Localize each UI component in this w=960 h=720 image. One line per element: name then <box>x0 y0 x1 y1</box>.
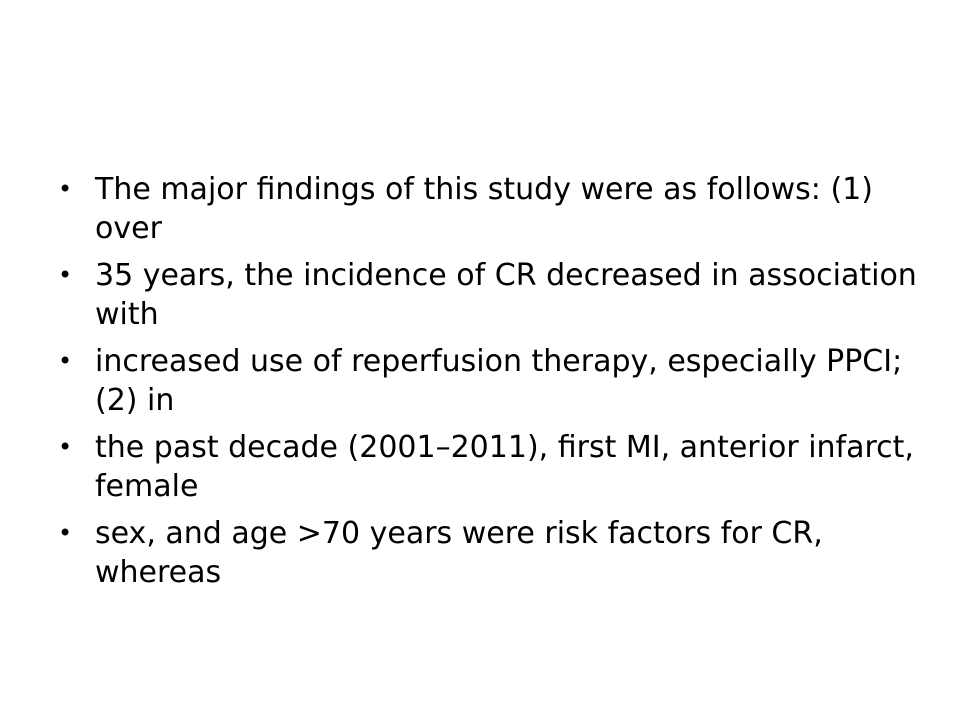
bullet-item-2: • 35 years, the incidence of CR decrease… <box>58 256 918 334</box>
bullet-text-1: The major findings of this study were as… <box>95 172 873 246</box>
bullet-item-3: • increased use of reperfusion therapy, … <box>58 342 918 420</box>
bullet-item-1: • The major findings of this study were … <box>58 170 918 248</box>
bullet-dot-icon: • <box>58 175 73 203</box>
bullet-dot-icon: • <box>58 347 73 375</box>
bullet-text-5: sex, and age >70 years were risk factors… <box>95 516 823 590</box>
bullet-item-4: • the past decade (2001–2011), first MI,… <box>58 428 918 506</box>
slide-content: • The major findings of this study were … <box>58 170 918 600</box>
bullet-text-3: increased use of reperfusion therapy, es… <box>95 344 903 418</box>
bullet-dot-icon: • <box>58 519 73 547</box>
bullet-dot-icon: • <box>58 261 73 289</box>
bullet-text-4: the past decade (2001–2011), first MI, a… <box>95 430 914 504</box>
bullet-item-5: • sex, and age >70 years were risk facto… <box>58 514 918 592</box>
bullet-dot-icon: • <box>58 433 73 461</box>
bullet-text-2: 35 years, the incidence of CR decreased … <box>95 258 917 332</box>
bullet-list: • The major findings of this study were … <box>58 170 918 592</box>
